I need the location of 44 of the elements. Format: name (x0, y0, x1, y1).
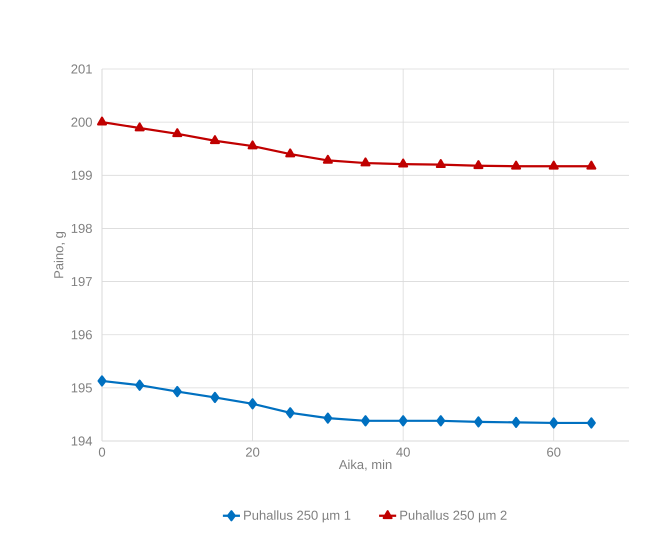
point (134, 122, 145, 132)
point (548, 160, 559, 170)
y-tick-label: 195 (72, 383, 92, 392)
point (135, 380, 144, 391)
point (172, 386, 182, 398)
point (97, 116, 107, 126)
y-tick-label: 197 (72, 276, 92, 286)
legend-label: Puhallus 250 µm 1 (244, 510, 350, 522)
point (323, 412, 332, 424)
y-tick-label: 199 (72, 170, 92, 180)
point (398, 158, 408, 168)
point (286, 407, 295, 418)
y-tick-label: 201 (71, 64, 92, 74)
point (210, 135, 220, 144)
x-tick-label: 0 (98, 448, 106, 457)
x-axis-title: Aika, min (338, 460, 392, 471)
point (436, 415, 446, 426)
point (473, 160, 484, 170)
point (512, 416, 521, 428)
point (586, 417, 596, 429)
point (322, 154, 333, 164)
x-tick-label: 60 (547, 448, 560, 457)
point (172, 128, 182, 138)
point (285, 148, 296, 158)
point (248, 398, 258, 410)
point (98, 375, 106, 387)
y-tick-label: 196 (72, 330, 92, 340)
point (474, 416, 483, 428)
point (586, 160, 596, 170)
x-tick-label: 20 (246, 448, 260, 457)
point (549, 417, 558, 429)
point (398, 415, 408, 426)
y-tick-label: 200 (71, 118, 92, 127)
point (210, 392, 220, 404)
y-axis-title: Paino, g (54, 232, 66, 278)
point (511, 160, 522, 170)
point (436, 159, 446, 168)
legend-label: Puhallus 250 µm 2 (400, 510, 507, 522)
y-tick-label: 198 (72, 224, 92, 234)
y-tick-label: 194 (72, 436, 92, 446)
point (360, 157, 370, 166)
point (361, 415, 370, 426)
point (248, 140, 258, 150)
x-tick-label: 40 (396, 448, 410, 457)
